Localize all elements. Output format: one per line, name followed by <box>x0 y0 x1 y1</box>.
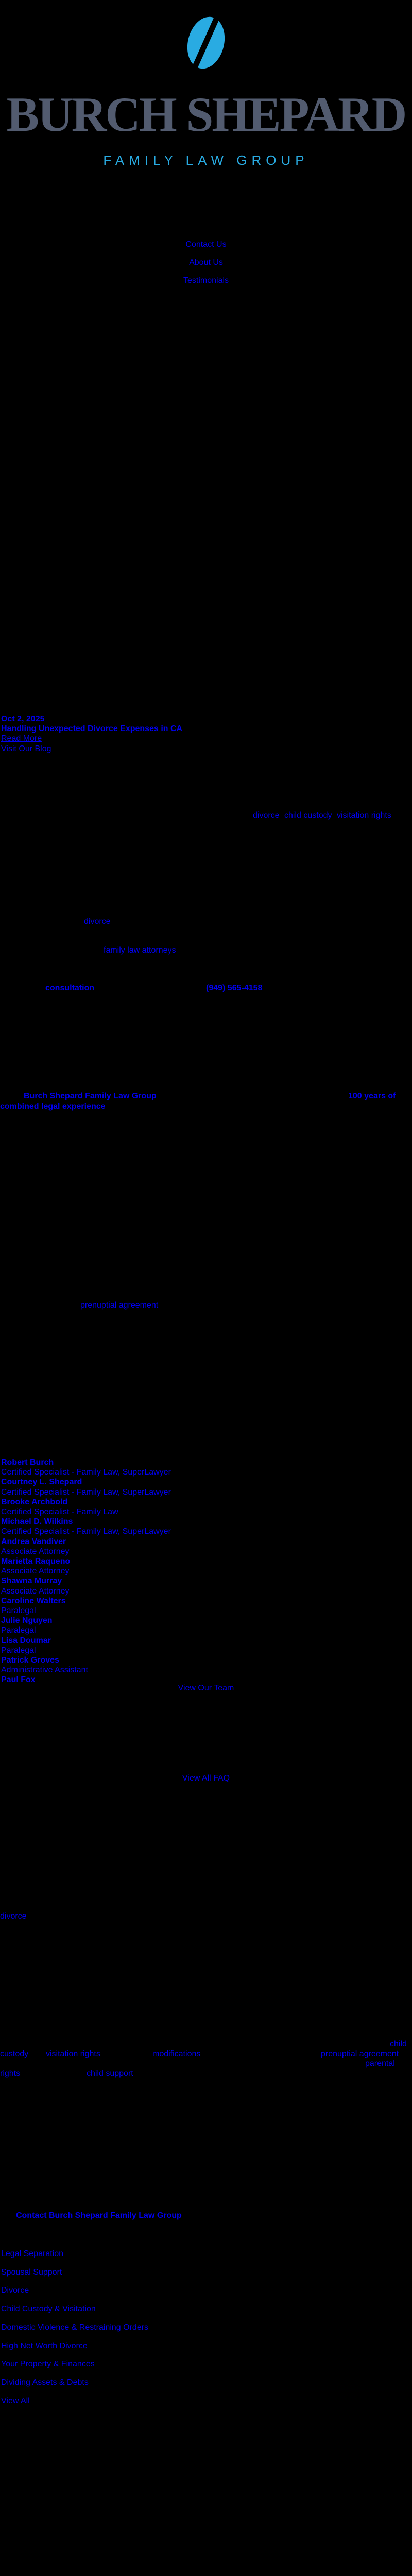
attorney-name[interactable]: Paul Fox <box>1 1675 36 1685</box>
read-more-link[interactable]: Read More <box>1 734 42 743</box>
practice-area-list: Legal Separation Spousal Support Divorce Ch… <box>1 2249 148 2414</box>
practice-area-legal-separation[interactable]: Legal Separation <box>1 2249 63 2258</box>
link-consultation[interactable]: consultation <box>45 984 95 992</box>
attorney-name[interactable]: Courtney L. Shepard <box>1 1478 82 1487</box>
link-949-565-4158[interactable]: (949) 565-4158 <box>206 984 263 992</box>
link-100-years-of[interactable]: 100 years of <box>348 1092 396 1100</box>
link-divorce[interactable]: divorce <box>253 811 280 820</box>
link-divorce[interactable]: divorce <box>0 1912 27 1921</box>
link-child[interactable]: child <box>390 2040 407 2048</box>
practice-area-child-custody-visitation[interactable]: Child Custody & Visitation <box>1 2304 96 2314</box>
blog-post-date[interactable]: Oct 2, 2025 <box>1 715 45 723</box>
link-contact-burch-shepard-family-law-group[interactable]: Contact Burch Shepard Family Law Group <box>16 2211 182 2220</box>
practice-area-domestic-violence-restraining-orders[interactable]: Domestic Violence & Restraining Orders <box>1 2323 149 2332</box>
attorney-name[interactable]: Andrea Vandiver <box>1 1537 66 1546</box>
link-prenuptial-agreement[interactable]: prenuptial agreement <box>80 1301 159 1310</box>
blog-post-title[interactable]: Handling Unexpected Divorce Expenses in … <box>1 724 183 734</box>
link-combined-legal-experience[interactable]: combined legal experience <box>0 1102 106 1111</box>
attorney-title: Paralegal <box>1 1606 36 1616</box>
practice-area-view-all[interactable]: View All <box>1 2396 30 2405</box>
brand-tagline: FAMILY LAW GROUP <box>103 152 309 168</box>
attorney-title: Paralegal <box>1 1626 36 1635</box>
attorney-name[interactable]: Michael D. Wilkins <box>1 1517 73 1527</box>
top-nav-contact-us[interactable]: Contact Us <box>185 240 227 249</box>
link-child-custody[interactable]: child custody <box>284 811 332 820</box>
link-burch-shepard-family-law-group[interactable]: Burch Shepard Family Law Group <box>24 1092 157 1100</box>
top-nav-testimonials[interactable]: Testimonials <box>183 276 229 285</box>
attorney-name[interactable]: Lisa Doumar <box>1 1636 51 1645</box>
attorney-title: Certified Specialist - Family Law, Super… <box>1 1487 171 1497</box>
link-divorce[interactable]: divorce <box>84 917 111 926</box>
attorney-title: Associate Attorney <box>1 1567 70 1576</box>
practice-area-spousal-support[interactable]: Spousal Support <box>1 2267 62 2277</box>
attorney-name[interactable]: Shawna Murray <box>1 1577 62 1586</box>
top-nav-about-us[interactable]: About Us <box>189 258 223 267</box>
link-view-all-faq[interactable]: View All FAQ <box>182 1774 230 1783</box>
attorney-name[interactable]: Julie Nguyen <box>1 1616 53 1625</box>
link-modifications[interactable]: modifications <box>152 2049 201 2058</box>
attorney-name[interactable]: Brooke Archbold <box>1 1497 68 1506</box>
practice-area-dividing-assets-debts[interactable]: Dividing Assets & Debts <box>1 2378 89 2387</box>
attorney-title: Associate Attorney <box>1 1547 70 1556</box>
link-visitation-rights[interactable]: visitation rights <box>337 811 391 820</box>
practice-area-divorce[interactable]: Divorce <box>1 2286 29 2295</box>
brand-wordmark: BURCH SHEPARD <box>6 87 407 142</box>
attorney-list: Robert Burch Certified Specialist - Famil… <box>1 1458 171 1685</box>
attorney-title: Associate Attorney <box>1 1586 70 1596</box>
link-parental[interactable]: parental <box>365 2059 395 2068</box>
link-rights[interactable]: rights <box>0 2069 21 2078</box>
visit-our-blog-link[interactable]: Visit Our Blog <box>1 744 52 753</box>
link-child-support[interactable]: child support <box>87 2069 133 2078</box>
attorney-title: Certified Specialist - Family Law, Super… <box>1 1468 171 1477</box>
blog-teaser: Oct 2, 2025 Handling Unexpected Divorce … <box>1 714 182 754</box>
attorney-title: Certified Specialist - Family Law <box>1 1507 118 1517</box>
link-visitation-rights[interactable]: visitation rights <box>46 2049 100 2058</box>
brand-logo-icon <box>187 15 225 70</box>
link-custody[interactable]: custody <box>0 2049 29 2058</box>
link-prenuptial-agreement[interactable]: prenuptial agreement <box>321 2049 399 2058</box>
attorney-name[interactable]: Patrick Groves <box>1 1656 59 1665</box>
attorney-name[interactable]: Marietta Raqueno <box>1 1557 71 1566</box>
attorney-title: Administrative Assistant <box>1 1666 88 1675</box>
link-view-our-team[interactable]: View Our Team <box>178 1684 234 1692</box>
practice-area-high-net-worth-divorce[interactable]: High Net Worth Divorce <box>1 2341 88 2350</box>
attorney-title: Paralegal <box>1 1646 36 1655</box>
link-family-law-attorneys[interactable]: family law attorneys <box>104 946 176 955</box>
attorney-name[interactable]: Robert Burch <box>1 1458 54 1467</box>
attorney-name[interactable]: Caroline Walters <box>1 1596 66 1605</box>
attorney-title: Certified Specialist - Family Law, Super… <box>1 1527 171 1536</box>
practice-area-your-property-finances[interactable]: Your Property & Finances <box>1 2360 95 2369</box>
